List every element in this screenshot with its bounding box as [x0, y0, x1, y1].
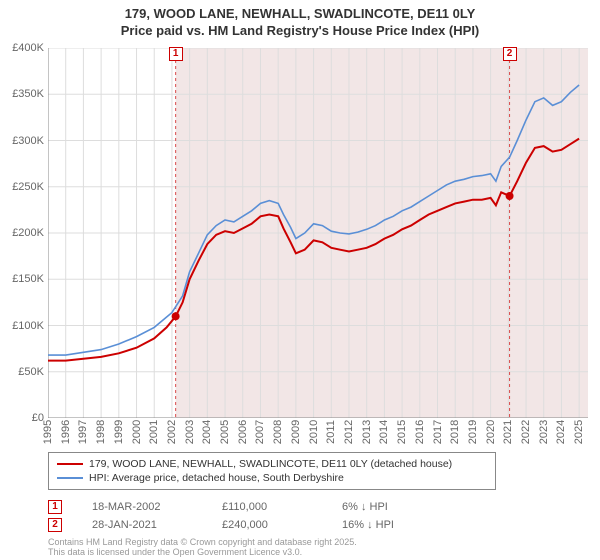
sale-delta: 6% ↓ HPI [342, 501, 462, 513]
x-tick-label: 1995 [42, 420, 54, 444]
line-chart [48, 48, 588, 418]
legend-swatch [57, 477, 83, 479]
x-tick-label: 2005 [219, 420, 231, 444]
sale-date: 28-JAN-2021 [92, 519, 222, 531]
sale-date: 18-MAR-2002 [92, 501, 222, 513]
x-tick-label: 2007 [254, 420, 266, 444]
x-tick-label: 2001 [148, 420, 160, 444]
legend-swatch [57, 463, 83, 466]
x-tick-label: 2018 [449, 420, 461, 444]
sale-delta: 16% ↓ HPI [342, 519, 462, 531]
legend: 179, WOOD LANE, NEWHALL, SWADLINCOTE, DE… [48, 452, 496, 490]
footer-attribution: Contains HM Land Registry data © Crown c… [48, 538, 357, 558]
x-tick-label: 2013 [361, 420, 373, 444]
x-tick-label: 2021 [502, 420, 514, 444]
x-tick-label: 2025 [573, 420, 585, 444]
x-tick-label: 2020 [485, 420, 497, 444]
y-tick-label: £0 [2, 412, 44, 424]
sales-table: 1 18-MAR-2002 £110,000 6% ↓ HPI 2 28-JAN… [48, 498, 462, 534]
y-tick-label: £300K [2, 135, 44, 147]
x-tick-label: 1996 [60, 420, 72, 444]
legend-label: 179, WOOD LANE, NEWHALL, SWADLINCOTE, DE… [89, 458, 452, 470]
sale-marker-icon: 2 [48, 518, 62, 532]
x-tick-label: 1999 [113, 420, 125, 444]
chart-title: 179, WOOD LANE, NEWHALL, SWADLINCOTE, DE… [0, 0, 600, 40]
sale-price: £240,000 [222, 519, 342, 531]
sale-price: £110,000 [222, 501, 342, 513]
legend-label: HPI: Average price, detached house, Sout… [89, 472, 344, 484]
y-tick-label: £200K [2, 227, 44, 239]
y-tick-label: £100K [2, 320, 44, 332]
y-tick-label: £150K [2, 273, 44, 285]
title-line-1: 179, WOOD LANE, NEWHALL, SWADLINCOTE, DE… [0, 6, 600, 23]
x-tick-label: 2006 [237, 420, 249, 444]
x-tick-label: 2004 [201, 420, 213, 444]
x-tick-label: 2016 [414, 420, 426, 444]
x-tick-label: 2022 [520, 420, 532, 444]
x-tick-label: 2011 [325, 420, 337, 444]
x-tick-label: 1997 [77, 420, 89, 444]
x-tick-label: 2010 [308, 420, 320, 444]
x-tick-label: 2012 [343, 420, 355, 444]
x-tick-label: 2002 [166, 420, 178, 444]
sale-marker-callout: 1 [169, 47, 183, 61]
x-tick-label: 1998 [95, 420, 107, 444]
y-tick-label: £250K [2, 181, 44, 193]
x-tick-label: 2023 [538, 420, 550, 444]
x-tick-label: 2009 [290, 420, 302, 444]
chart-container: 179, WOOD LANE, NEWHALL, SWADLINCOTE, DE… [0, 0, 600, 560]
title-line-2: Price paid vs. HM Land Registry's House … [0, 23, 600, 40]
x-tick-label: 2008 [272, 420, 284, 444]
x-tick-label: 2015 [396, 420, 408, 444]
x-tick-label: 2019 [467, 420, 479, 444]
sale-marker-callout: 2 [503, 47, 517, 61]
y-tick-label: £400K [2, 42, 44, 54]
footer-line-2: This data is licensed under the Open Gov… [48, 548, 357, 558]
x-tick-label: 2024 [555, 420, 567, 444]
x-tick-label: 2000 [131, 420, 143, 444]
sale-marker-icon: 1 [48, 500, 62, 514]
legend-item-hpi: HPI: Average price, detached house, Sout… [57, 471, 487, 485]
legend-item-price-paid: 179, WOOD LANE, NEWHALL, SWADLINCOTE, DE… [57, 457, 487, 471]
x-tick-label: 2017 [432, 420, 444, 444]
sale-row: 2 28-JAN-2021 £240,000 16% ↓ HPI [48, 516, 462, 534]
y-tick-label: £350K [2, 88, 44, 100]
x-tick-label: 2003 [184, 420, 196, 444]
y-tick-label: £50K [2, 366, 44, 378]
chart-area: £0£50K£100K£150K£200K£250K£300K£350K£400… [48, 48, 588, 418]
sale-row: 1 18-MAR-2002 £110,000 6% ↓ HPI [48, 498, 462, 516]
x-tick-label: 2014 [378, 420, 390, 444]
